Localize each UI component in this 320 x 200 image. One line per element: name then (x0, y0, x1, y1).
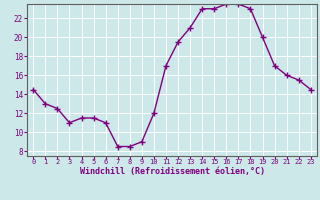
X-axis label: Windchill (Refroidissement éolien,°C): Windchill (Refroidissement éolien,°C) (79, 167, 265, 176)
